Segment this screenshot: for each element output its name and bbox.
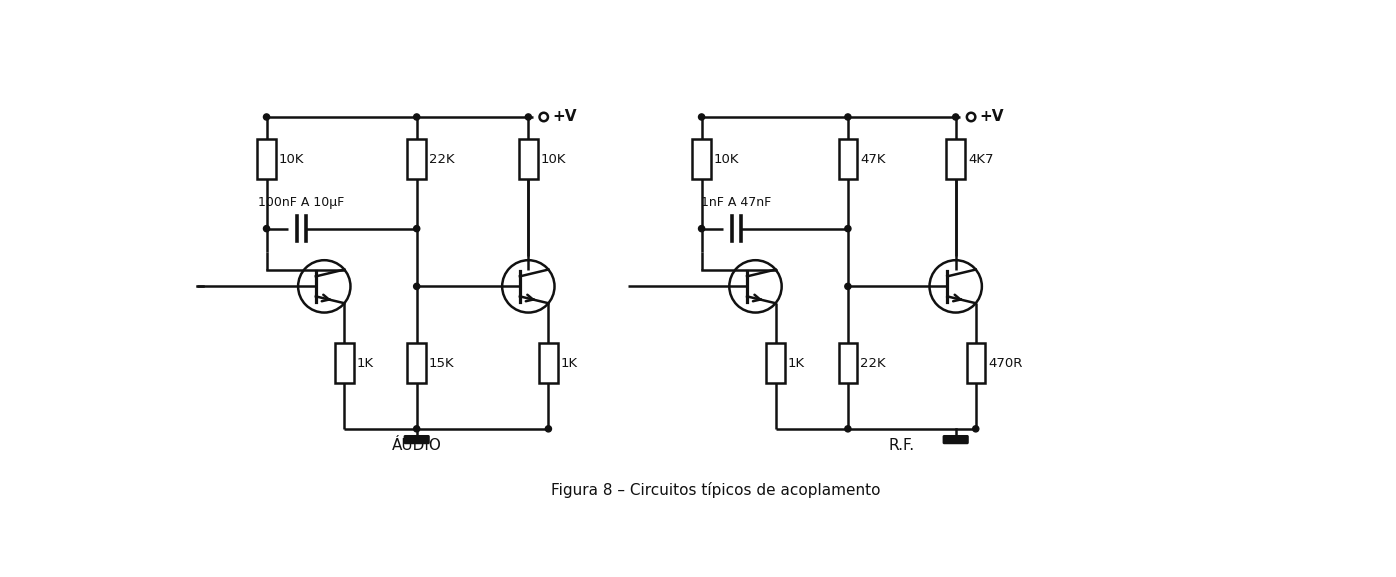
FancyBboxPatch shape bbox=[942, 435, 969, 444]
Circle shape bbox=[264, 114, 269, 120]
Bar bbox=[539, 343, 557, 383]
Text: R.F.: R.F. bbox=[889, 439, 914, 454]
Text: +V: +V bbox=[553, 108, 577, 123]
Text: 1K: 1K bbox=[561, 357, 578, 370]
Circle shape bbox=[845, 226, 852, 232]
Bar bbox=[839, 139, 857, 179]
Text: 47K: 47K bbox=[860, 153, 885, 166]
Text: +V: +V bbox=[980, 108, 1004, 123]
Bar bbox=[692, 139, 711, 179]
Text: 15K: 15K bbox=[429, 357, 455, 370]
Circle shape bbox=[698, 114, 705, 120]
Text: 1nF A 47nF: 1nF A 47nF bbox=[701, 196, 772, 208]
Text: 22K: 22K bbox=[429, 153, 455, 166]
Circle shape bbox=[845, 114, 852, 120]
Circle shape bbox=[413, 114, 420, 120]
Bar bbox=[839, 343, 857, 383]
Text: 22K: 22K bbox=[860, 357, 886, 370]
Text: 470R: 470R bbox=[988, 357, 1022, 370]
Text: ÁUDIO: ÁUDIO bbox=[392, 439, 441, 454]
Circle shape bbox=[973, 426, 979, 432]
Text: 1K: 1K bbox=[356, 357, 374, 370]
Bar bbox=[408, 343, 426, 383]
Text: Figura 8 – Circuitos típicos de acoplamento: Figura 8 – Circuitos típicos de acoplame… bbox=[550, 482, 881, 498]
Bar bbox=[519, 139, 537, 179]
Text: 4K7: 4K7 bbox=[967, 153, 994, 166]
Circle shape bbox=[413, 226, 420, 232]
Circle shape bbox=[952, 114, 959, 120]
Text: 100nF A 10μF: 100nF A 10μF bbox=[258, 196, 345, 208]
Bar bbox=[966, 343, 986, 383]
FancyBboxPatch shape bbox=[403, 435, 430, 444]
Bar bbox=[766, 343, 785, 383]
Circle shape bbox=[413, 426, 420, 432]
Bar bbox=[335, 343, 353, 383]
Text: 10K: 10K bbox=[713, 153, 740, 166]
Circle shape bbox=[525, 114, 532, 120]
Circle shape bbox=[546, 426, 551, 432]
Circle shape bbox=[698, 226, 705, 232]
Bar bbox=[408, 139, 426, 179]
Circle shape bbox=[264, 226, 269, 232]
Text: 10K: 10K bbox=[540, 153, 567, 166]
Text: 1K: 1K bbox=[787, 357, 805, 370]
Circle shape bbox=[845, 426, 852, 432]
Bar bbox=[946, 139, 965, 179]
Circle shape bbox=[413, 283, 420, 290]
Bar bbox=[257, 139, 276, 179]
Text: 10K: 10K bbox=[279, 153, 304, 166]
Circle shape bbox=[845, 283, 852, 290]
